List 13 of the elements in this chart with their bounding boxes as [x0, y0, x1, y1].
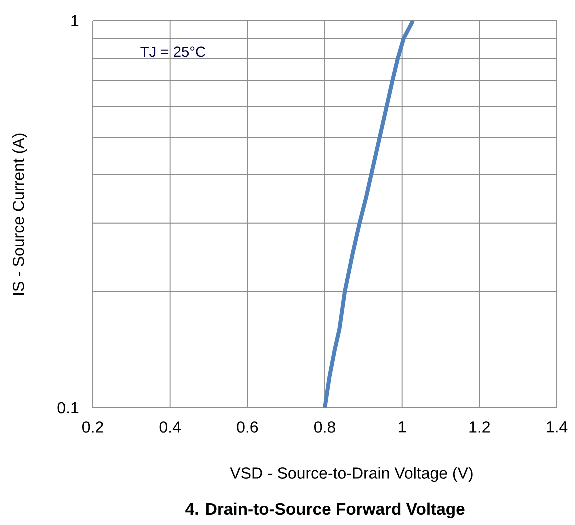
- x-tick-label: 1.2: [470, 422, 490, 433]
- text: 4. Drain-to-Source Forward Voltage: [186, 502, 465, 518]
- x-tick-label: 1: [399, 422, 406, 433]
- x-tick-label: 0.2: [82, 422, 104, 433]
- line-series: [323, 19, 416, 410]
- y-axis-title: IS - Source Current (A): [12, 134, 28, 295]
- x-tick-label: 0.8: [314, 422, 336, 433]
- x-tick-label: 0.4: [160, 422, 181, 433]
- x-tick-label: 1.4: [547, 422, 568, 433]
- y-tick-label: 0.1: [58, 402, 79, 414]
- annotation: TJ = 25°C: [140, 46, 206, 58]
- x-axis-title: VSD - Source-to-Drain Voltage (V): [230, 467, 473, 482]
- x-tick-label: 0.6: [237, 422, 258, 433]
